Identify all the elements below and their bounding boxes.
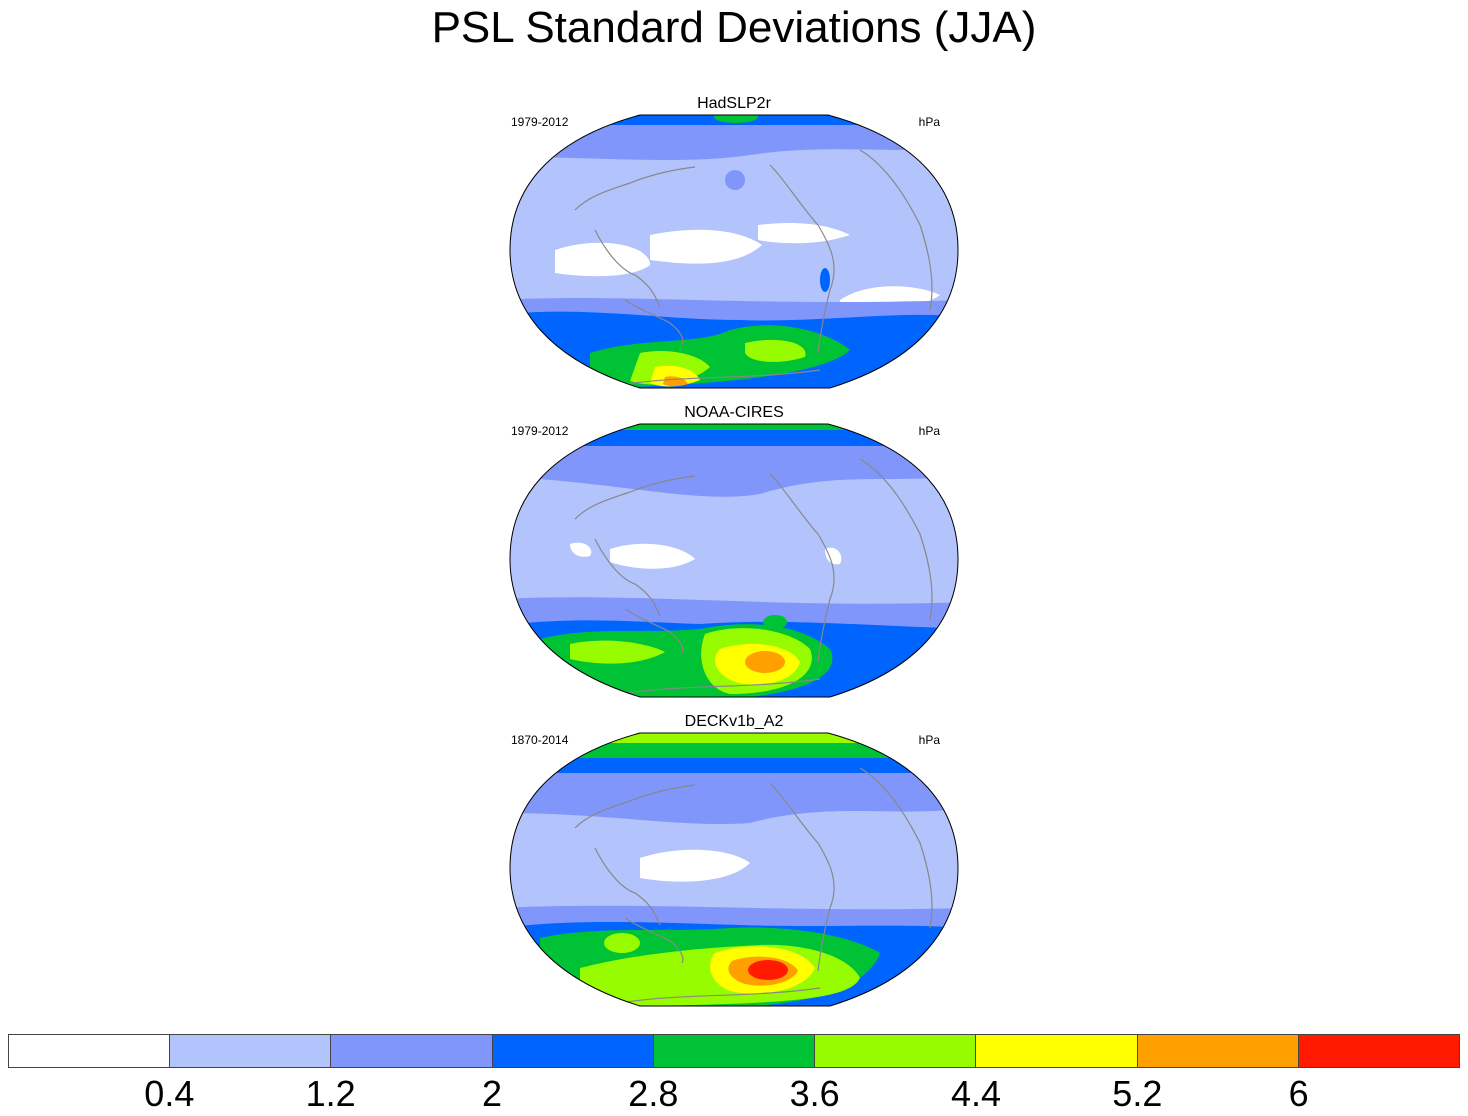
colorbar-label: 4.4	[950, 1073, 1002, 1114]
colorbar-box	[170, 1035, 332, 1067]
colorbar-label: 1.2	[305, 1073, 356, 1114]
colorbar-box	[9, 1035, 171, 1067]
panel-title: NOAA-CIRES	[684, 404, 784, 421]
colorbar-label: 2.8	[628, 1073, 679, 1114]
panel-units: hPa	[918, 424, 940, 438]
colorbar-box	[815, 1035, 977, 1067]
colorbar-box	[1137, 1035, 1299, 1067]
panel-period: 1979-2012	[511, 115, 569, 129]
panel-period: 1870-2014	[511, 733, 569, 747]
colorbar-label: 0.4	[144, 1073, 195, 1114]
map-panel-hadslp2r: HadSLP2r 1979-2012 hPa	[500, 95, 968, 395]
colorbar-box	[653, 1035, 816, 1067]
colorbar	[8, 1034, 1460, 1068]
projection-map	[509, 732, 959, 1007]
panel-units: hPa	[918, 733, 940, 747]
colorbar-box	[976, 1035, 1138, 1067]
colorbar-label: 3.6	[789, 1073, 840, 1114]
panel-title: HadSLP2r	[697, 95, 771, 112]
map-panel-noaa-cires: NOAA-CIRES 1979-2012 hPa	[500, 404, 968, 704]
map-panel-deckv1b-a2: DECKv1b_A2 1870-2014 hPa	[500, 713, 968, 1013]
colorbar-box	[331, 1035, 493, 1067]
colorbar-box	[1298, 1035, 1459, 1067]
panel-period: 1979-2012	[511, 424, 569, 438]
colorbar-label: 5.2	[1112, 1073, 1163, 1114]
colorbar-box	[492, 1035, 654, 1067]
projection-map	[509, 423, 959, 698]
panel-title: DECKv1b_A2	[684, 713, 784, 730]
colorbar-label: 6	[1288, 1073, 1309, 1114]
colorbar-label: 2	[481, 1073, 503, 1114]
figure-title: PSL Standard Deviations (JJA)	[431, 3, 1037, 52]
projection-map	[509, 114, 959, 389]
panel-units: hPa	[918, 115, 940, 129]
